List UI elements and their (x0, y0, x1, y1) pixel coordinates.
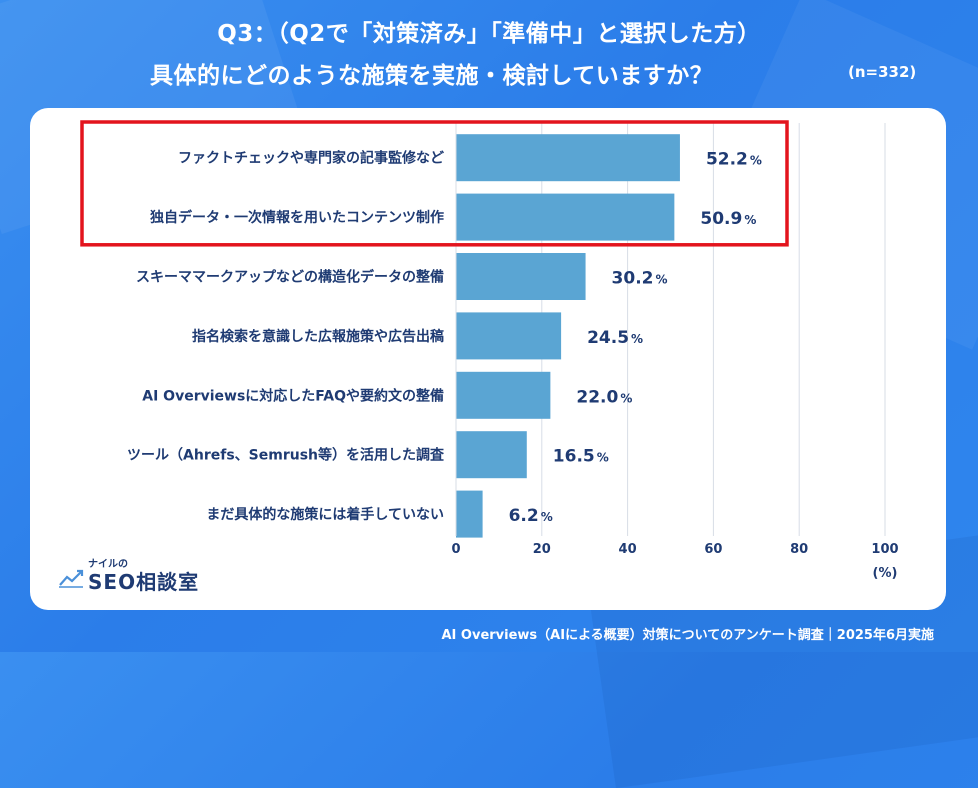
bar (456, 193, 675, 241)
category-label: 独自データ・一次情報を用いたコンテンツ制作 (150, 209, 444, 226)
x-tick-label: 80 (790, 542, 808, 557)
bar (456, 312, 562, 360)
value-label: 22.0% (576, 387, 632, 407)
sample-size-label: (n=332) (848, 63, 917, 81)
value-label: 50.9% (700, 209, 756, 229)
category-label: ツール（Ahrefs、Semrush等）を活用した調査 (127, 447, 445, 464)
category-label: AI Overviewsに対応したFAQや要約文の整備 (142, 387, 444, 404)
value-label: 16.5% (553, 447, 609, 467)
x-tick-label: 20 (533, 542, 551, 557)
x-tick-label: 40 (619, 542, 637, 557)
bar (456, 371, 551, 419)
chart-card: ファクトチェックや専門家の記事監修など 52.2% 独自データ・一次情報を用いたコン… (30, 108, 946, 610)
chart-title-line1: Q3：（Q2で「対策済み」「準備中」と選択した方） (217, 21, 761, 47)
x-tick-label: 60 (704, 542, 722, 557)
bar (456, 253, 586, 300)
bar (456, 490, 483, 538)
x-axis-unit: (%) (873, 566, 898, 581)
logo-text: SEO相談室 (88, 570, 200, 594)
bar (456, 134, 680, 182)
category-label: 指名検索を意識した広報施策や広告出稿 (192, 328, 444, 345)
chart-title-line2: 具体的にどのような施策を実施・検討していますか？ (150, 63, 714, 89)
category-label: まだ具体的な施策には着手していない (206, 506, 444, 523)
chart-header: Q3：（Q2で「対策済み」「準備中」と選択した方） 具体的にどのような施策を実施… (0, 0, 978, 110)
value-label: 52.2% (706, 150, 762, 170)
category-label: ファクトチェックや専門家の記事監修など (178, 150, 444, 167)
x-tick-label: 0 (451, 542, 460, 557)
survey-footer: AI Overviews（AIによる概要）対策についてのアンケート調査｜2025… (441, 628, 935, 643)
value-label: 30.2% (612, 269, 668, 289)
brand-logo: ナイルの SEO相談室 (58, 555, 208, 595)
bar (456, 431, 527, 479)
value-label: 6.2% (509, 506, 553, 526)
value-label: 24.5% (587, 328, 643, 348)
category-label: スキーママークアップなどの構造化データの整備 (136, 269, 444, 286)
trend-chart-icon (59, 569, 84, 588)
bar-chart: ファクトチェックや専門家の記事監修など 52.2 % 独自データ・一次情報を用いたコン… (80, 120, 899, 581)
x-tick-label: 100 (871, 542, 898, 557)
logo-subtext: ナイルの (88, 559, 128, 570)
highlight-box (80, 120, 789, 247)
